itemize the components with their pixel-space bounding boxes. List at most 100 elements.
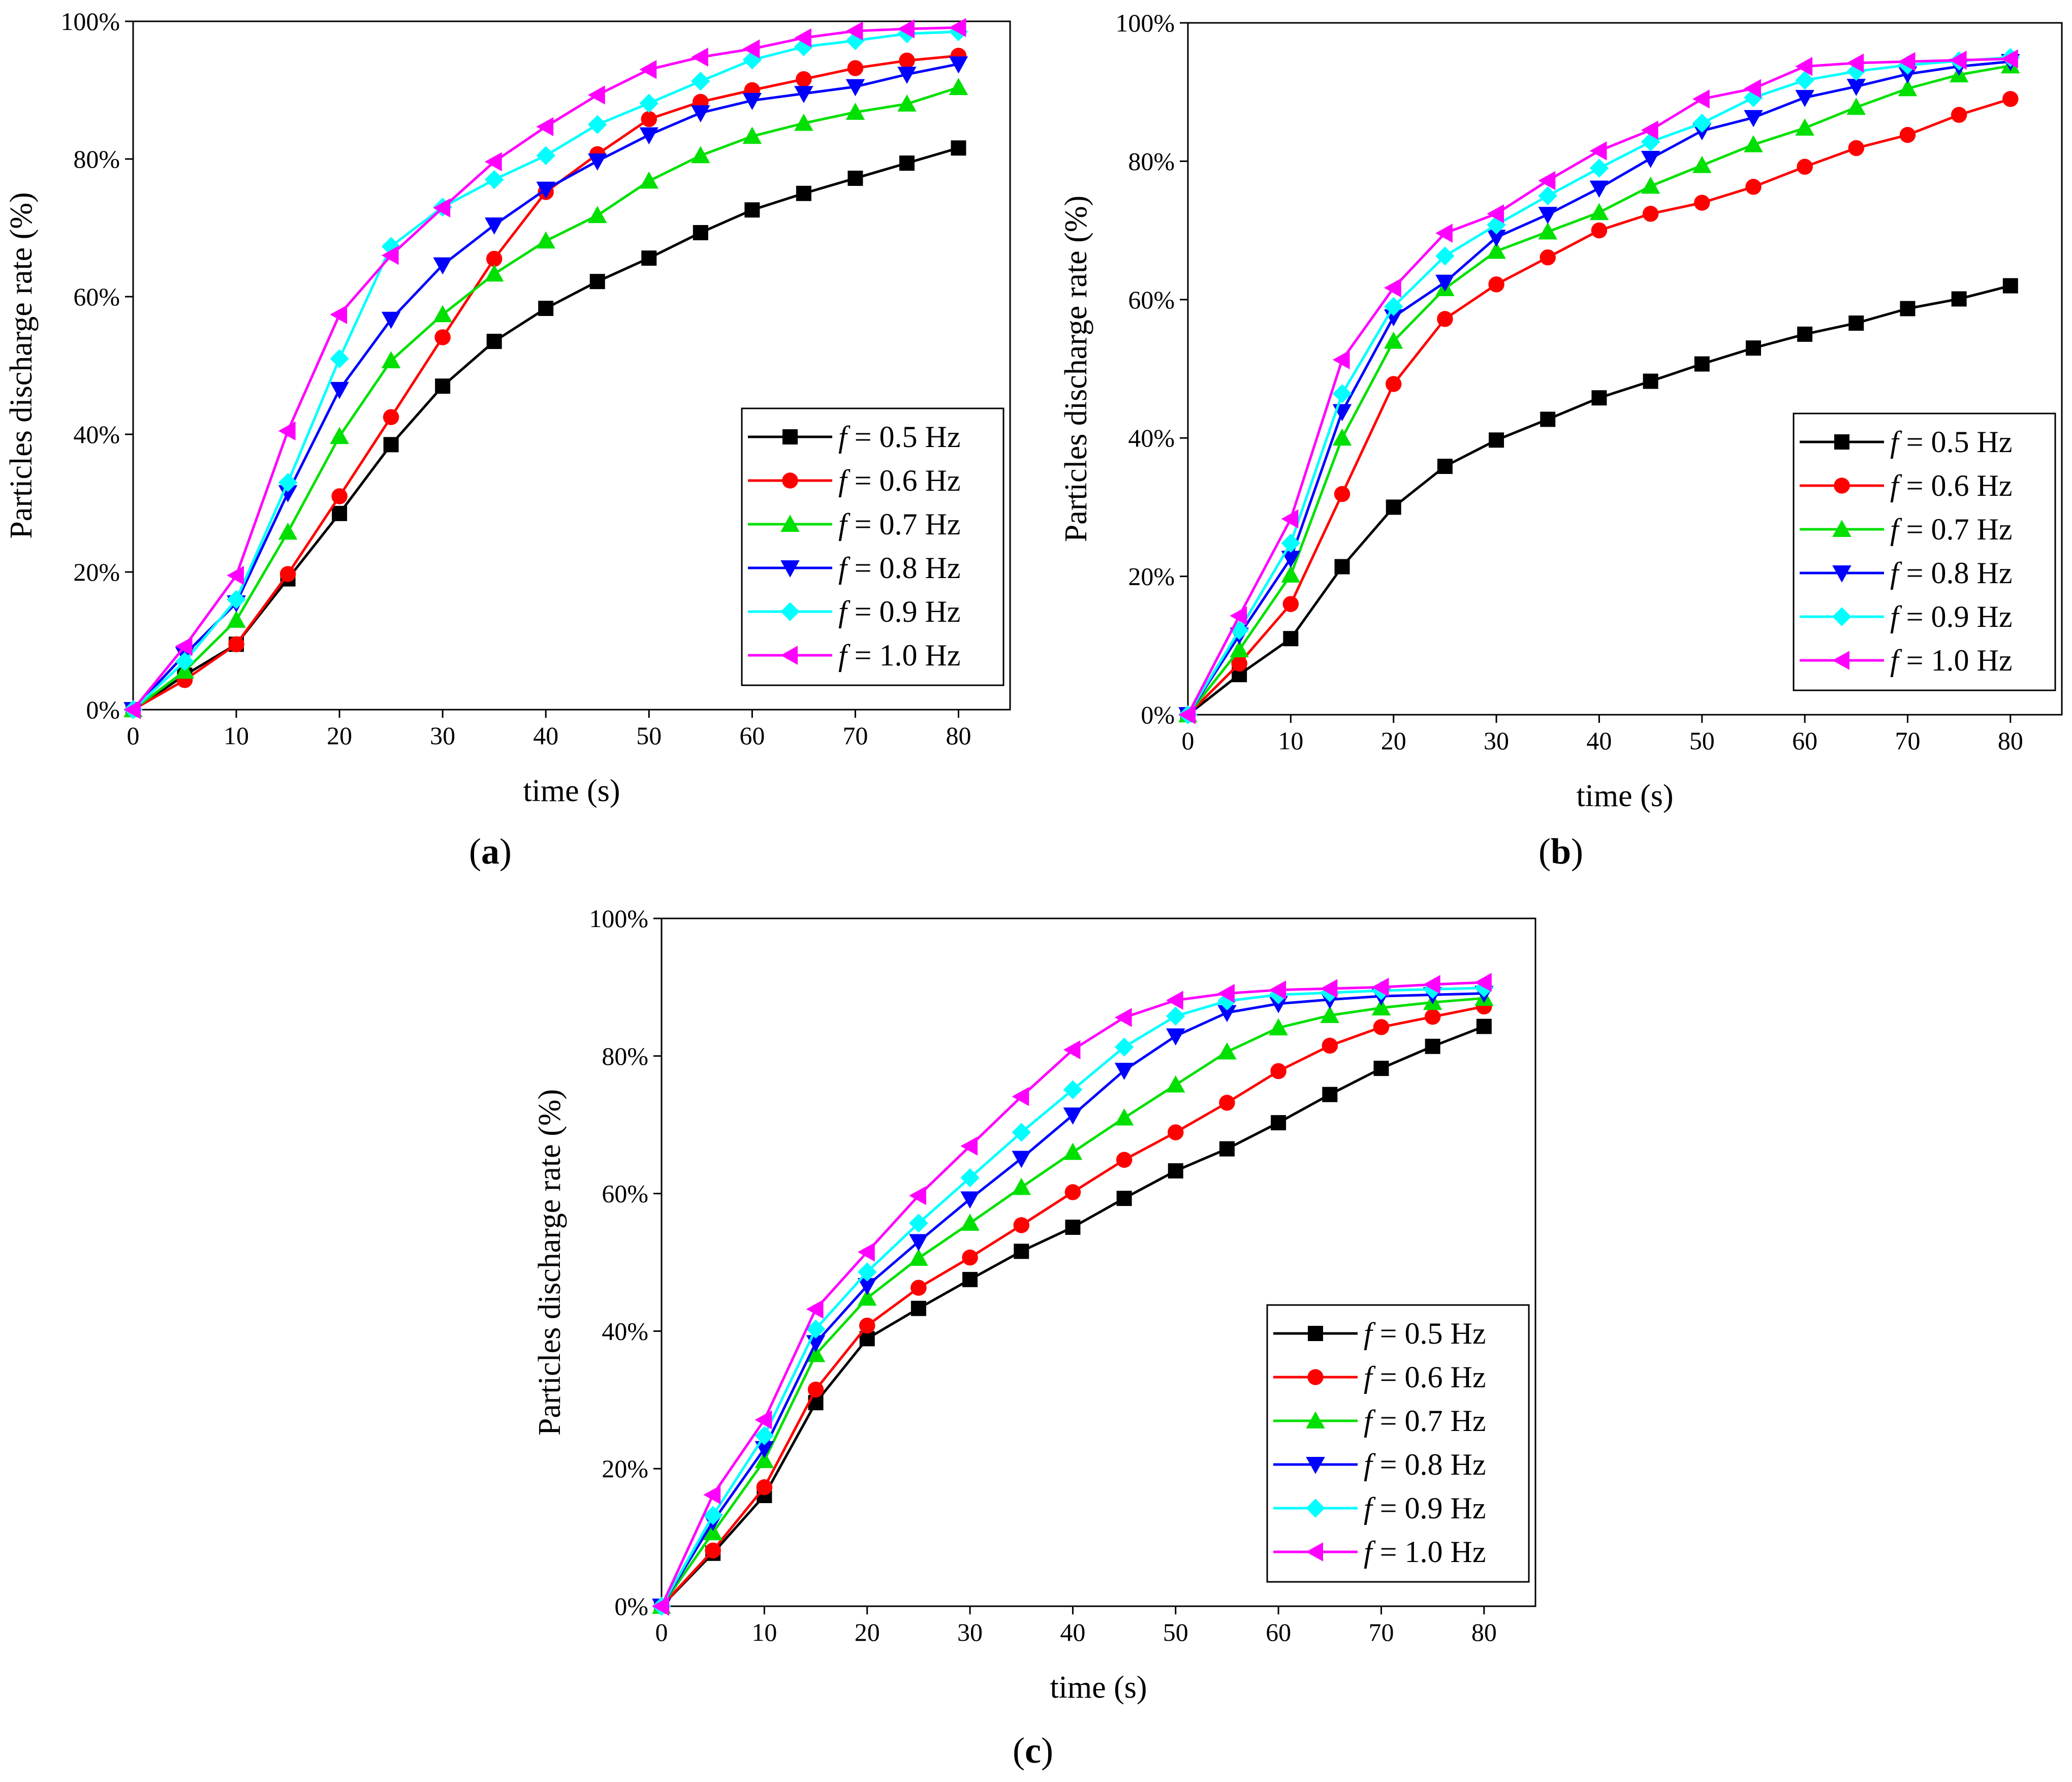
data-point <box>1283 631 1299 647</box>
x-tick-label: 80 <box>946 721 971 750</box>
y-tick-label: 80% <box>602 1042 648 1070</box>
data-point <box>1014 1244 1029 1259</box>
data-point <box>1217 1042 1237 1060</box>
data-point <box>1116 1152 1133 1168</box>
data-point <box>1332 428 1352 446</box>
legend-marker <box>1306 1457 1325 1474</box>
data-point <box>897 94 917 112</box>
legend-label: f = 0.5 Hz <box>838 420 960 454</box>
data-point <box>1591 390 1607 406</box>
data-point <box>1217 1005 1237 1023</box>
data-point <box>1281 565 1301 583</box>
data-point <box>1423 975 1440 994</box>
chart-panel: 0 10 20 30 40 50 60 70 80 0% 20% 40% 60% 80% 100% time … <box>4 7 1011 872</box>
data-point <box>1424 1008 1441 1025</box>
data-point <box>960 1214 980 1231</box>
data-point <box>278 421 296 440</box>
data-point <box>1435 224 1453 243</box>
data-point <box>433 305 452 323</box>
data-point <box>486 334 502 349</box>
panel-label: (b) <box>1539 831 1583 872</box>
legend-label: f = 1.0 Hz <box>1890 644 2012 677</box>
data-point <box>897 19 915 39</box>
y-tick-label: 40% <box>1128 424 1175 452</box>
legend-marker <box>1832 607 1851 626</box>
data-point <box>857 1242 875 1262</box>
data-point <box>1063 1107 1083 1125</box>
data-point <box>1332 384 1352 403</box>
data-point <box>962 1249 978 1266</box>
data-point <box>123 700 141 719</box>
data-point <box>1219 1095 1235 1111</box>
legend-marker <box>1306 1542 1323 1562</box>
data-point <box>1589 203 1609 220</box>
legend-label: f = 0.7 Hz <box>838 507 960 541</box>
data-point <box>705 1542 721 1559</box>
data-point <box>588 115 607 134</box>
data-point <box>909 1249 928 1266</box>
data-point <box>1063 1040 1081 1060</box>
data-point <box>278 522 298 540</box>
data-point <box>1012 1123 1031 1142</box>
data-point <box>1320 1006 1340 1023</box>
data-point <box>228 636 244 653</box>
data-point <box>641 111 657 128</box>
x-tick-label: 70 <box>1895 726 1920 755</box>
data-point <box>1641 176 1660 194</box>
y-axis-title: Particles discharge rate (%) <box>4 192 39 538</box>
data-point <box>1744 79 1761 99</box>
data-point <box>1694 195 1710 211</box>
data-point <box>2002 91 2019 107</box>
x-tick-label: 10 <box>224 721 249 750</box>
data-point <box>960 1191 980 1209</box>
data-point <box>949 18 966 37</box>
data-point <box>899 155 915 171</box>
y-axis-title: Particles discharge rate (%) <box>1059 196 1093 542</box>
x-tick-label: 60 <box>1266 1618 1291 1646</box>
legend-label: f = 0.6 Hz <box>838 464 960 497</box>
data-point <box>1063 1080 1083 1099</box>
data-point <box>847 170 863 186</box>
data-point <box>1271 1115 1286 1131</box>
data-point <box>744 202 760 218</box>
y-tick-label: 40% <box>73 420 120 449</box>
legend-label: f = 0.6 Hz <box>1890 469 2012 502</box>
x-axis-title: time (s) <box>523 774 620 808</box>
data-point <box>536 231 555 249</box>
y-tick-label: 60% <box>1128 285 1175 314</box>
data-point <box>1846 98 1866 115</box>
data-point <box>703 1523 723 1541</box>
x-tick-label: 70 <box>842 721 868 750</box>
data-point <box>1065 1219 1081 1235</box>
chart-panel: 0 10 20 30 40 50 60 70 80 0% 20% 40% 60% 80% 100% time … <box>1059 9 2063 872</box>
data-point <box>175 652 195 671</box>
legend-marker <box>780 602 800 621</box>
data-point <box>796 71 812 87</box>
data-point <box>1012 1178 1031 1195</box>
data-point <box>845 103 865 120</box>
data-point <box>1641 150 1660 168</box>
data-point <box>691 47 708 67</box>
legend: f = 0.5 Hz f = 0.6 Hz f = 0.7 Hz f = 0.8 Hz… <box>741 407 1004 686</box>
data-point <box>1334 486 1351 502</box>
y-tick-label: 100% <box>1115 9 1175 37</box>
data-point <box>1848 315 1864 331</box>
series-0.7-hz <box>123 78 968 717</box>
data-point <box>1476 1019 1492 1034</box>
legend-marker <box>1308 1326 1323 1341</box>
data-point <box>1589 158 1609 178</box>
data-point <box>1797 158 1813 175</box>
data-point <box>909 1186 926 1205</box>
series-1.0-hz <box>123 18 966 719</box>
data-point <box>434 329 451 345</box>
data-point <box>2002 278 2018 294</box>
data-point <box>484 152 502 172</box>
data-point <box>1371 977 1389 997</box>
series-1.0-hz <box>652 973 1492 1616</box>
data-point <box>1641 120 1658 140</box>
data-point <box>1898 66 1918 84</box>
data-point <box>911 1280 927 1296</box>
y-tick-label: 60% <box>73 282 120 311</box>
data-point <box>1692 155 1712 173</box>
data-point <box>588 153 607 171</box>
